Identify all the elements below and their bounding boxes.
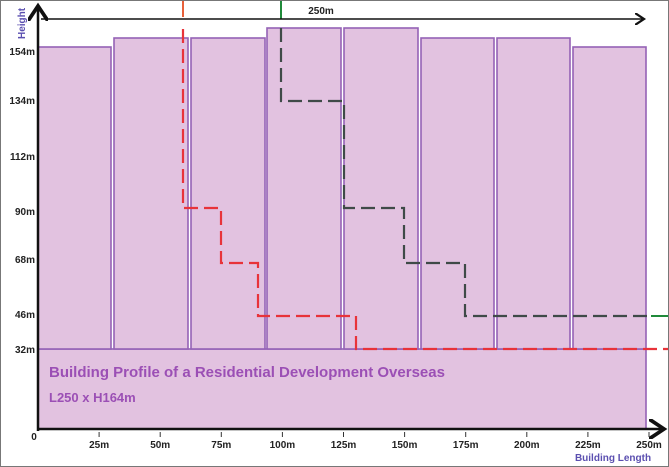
y-tick-label: 68m [15,255,35,266]
x-tick-label: 175m [453,440,479,451]
tower-3 [190,37,266,350]
x-tick-label: 50m [150,440,170,451]
x-tick-label: 75m [211,440,231,451]
diagram-subtitle: L250 x H164m [49,390,136,405]
red-setback-line [181,29,668,351]
x-tick-label: 200m [514,440,540,451]
y-tick-label: 46m [15,310,35,321]
grey-setback-line [279,28,651,318]
x-tick-label: 150m [392,440,418,451]
tower-4 [266,27,342,350]
origin-label: 0 [31,432,37,443]
y-axis-label: Height [17,7,28,39]
x-ticks: 25m 50m 75m 100m 125m 150m 175m 200m 225m 250m [89,432,662,451]
tower-2 [113,37,189,350]
y-tick-label: 154m [9,47,35,58]
y-tick-label: 112m [10,152,35,163]
y-tick-label: 134m [9,96,35,107]
tower-8 [572,46,647,350]
x-tick-label: 100m [270,440,296,451]
tower-1 [37,46,112,350]
x-tick-label: 25m [89,440,109,451]
tower-6 [420,37,495,350]
diagram-title: Building Profile of a Residential Develo… [49,364,445,381]
tower-7 [496,37,571,350]
y-tick-label: 32m [15,345,35,356]
x-tick-label: 225m [575,440,601,451]
x-axis-label: Building Length [575,453,651,464]
y-tick-label: 90m [15,207,35,218]
podium [37,348,647,430]
dimension-label: 250m [308,6,334,17]
x-tick-label: 125m [331,440,357,451]
tower-5 [343,27,419,350]
x-tick-label: 250m [636,440,662,451]
y-ticks: 154m 134m 112m 90m 68m 46m 32m [9,47,35,356]
